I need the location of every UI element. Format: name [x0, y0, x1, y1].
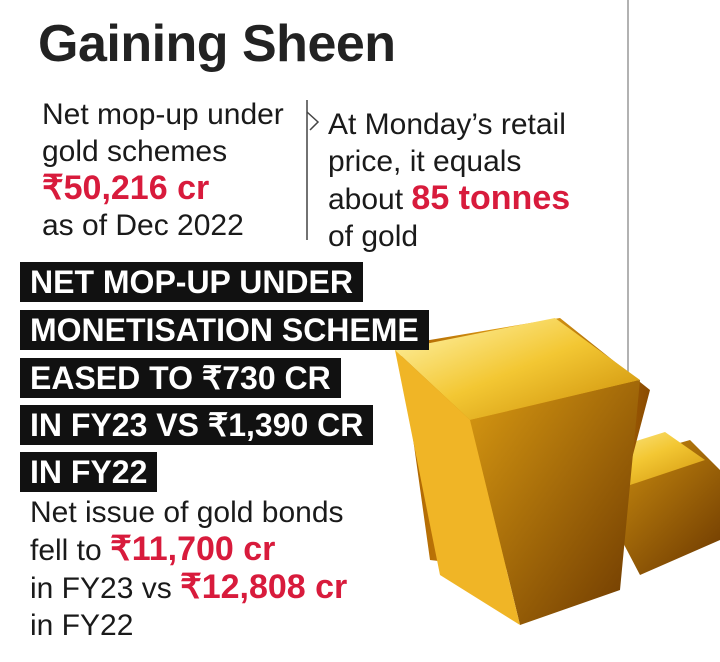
- divider-hook: [306, 111, 320, 131]
- gold-bar-left: [395, 350, 520, 625]
- note-line: as of Dec 2022: [42, 209, 244, 242]
- note-line: in FY22: [30, 609, 134, 642]
- headline-line: NET MOP-UP UNDER: [20, 262, 363, 302]
- headline-line: MONETISATION SCHEME: [20, 310, 429, 350]
- title: Gaining Sheen: [38, 15, 396, 73]
- note-line: Net issue of gold bonds: [30, 496, 344, 529]
- note-line: Net mop-up under: [42, 98, 284, 131]
- note-line: At Monday’s retail: [328, 108, 566, 141]
- note-amount: ₹50,216 cr: [42, 169, 210, 207]
- note-amount: 85 tonnes: [411, 179, 571, 217]
- note-line: gold schemes: [42, 135, 228, 168]
- gold-bar-top: [395, 318, 640, 420]
- headline-line: EASED TO ₹730 CR: [20, 358, 341, 398]
- mop-up-note: Net mop-up under gold schemes ₹50,216 cr…: [42, 96, 284, 244]
- headline-line: IN FY22: [20, 452, 158, 492]
- note-text: in FY23 vs: [30, 572, 172, 605]
- note-line: of gold: [328, 220, 419, 253]
- note-line: in FY23 vs ₹12,808 cr: [30, 569, 347, 607]
- note-line: about 85 tonnes: [328, 180, 570, 218]
- note-text: about: [328, 183, 404, 216]
- note-line: price, it equals: [328, 145, 522, 178]
- note-line: fell to ₹11,700 cr: [30, 531, 347, 569]
- equivalence-note: At Monday’s retail price, it equals abou…: [328, 106, 570, 255]
- headline-line: IN FY23 VS ₹1,390 CR: [20, 405, 374, 445]
- note-amount: ₹11,700 cr: [110, 530, 276, 568]
- note-text: fell to: [30, 534, 102, 567]
- note-amount: ₹12,808 cr: [180, 568, 348, 606]
- bonds-note: Net issue of gold bonds fell to ₹11,700 …: [30, 494, 347, 644]
- gold-bar-side: [470, 380, 640, 625]
